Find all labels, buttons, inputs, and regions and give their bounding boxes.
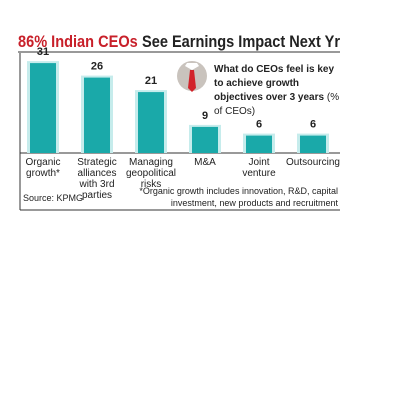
value-label: 26 [91, 61, 103, 73]
annotation-text: What do CEOs feel is key to achieve grow… [214, 64, 335, 103]
value-label: 21 [145, 75, 157, 87]
value-label: 6 [256, 119, 262, 131]
bar [246, 135, 272, 153]
unit-note: (% of CEOs) [214, 92, 340, 117]
title-highlight: 86% Indian CEOs [18, 32, 138, 51]
x-tick-label: Strategic alliances with 3rd parties [77, 157, 117, 201]
value-label: 9 [202, 110, 208, 122]
bar [30, 63, 56, 153]
annotation: What do CEOs feel is key to achieve grow… [214, 63, 340, 119]
bar [300, 135, 326, 153]
x-tick-label: Outsourcing [286, 157, 340, 168]
bar [192, 126, 218, 153]
x-tick-label: Joint venture [242, 157, 276, 179]
footnote: *Organic growth includes innovation, R&D… [139, 186, 338, 208]
value-label: 31 [37, 46, 49, 58]
x-tick-label: M&A [194, 157, 216, 168]
tie-icon [177, 61, 207, 92]
x-tick-label: Managing geopolitical risks [125, 157, 177, 190]
x-tick-label: Organic growth* [25, 157, 61, 179]
bar [138, 92, 164, 153]
chart-title: 86% Indian CEOsSee Earnings Impact Next … [18, 32, 340, 51]
value-label: 6 [310, 119, 316, 131]
bar [84, 77, 110, 153]
title-rest: See Earnings Impact Next Yr [142, 32, 340, 51]
source: Source: KPMG [23, 193, 84, 203]
